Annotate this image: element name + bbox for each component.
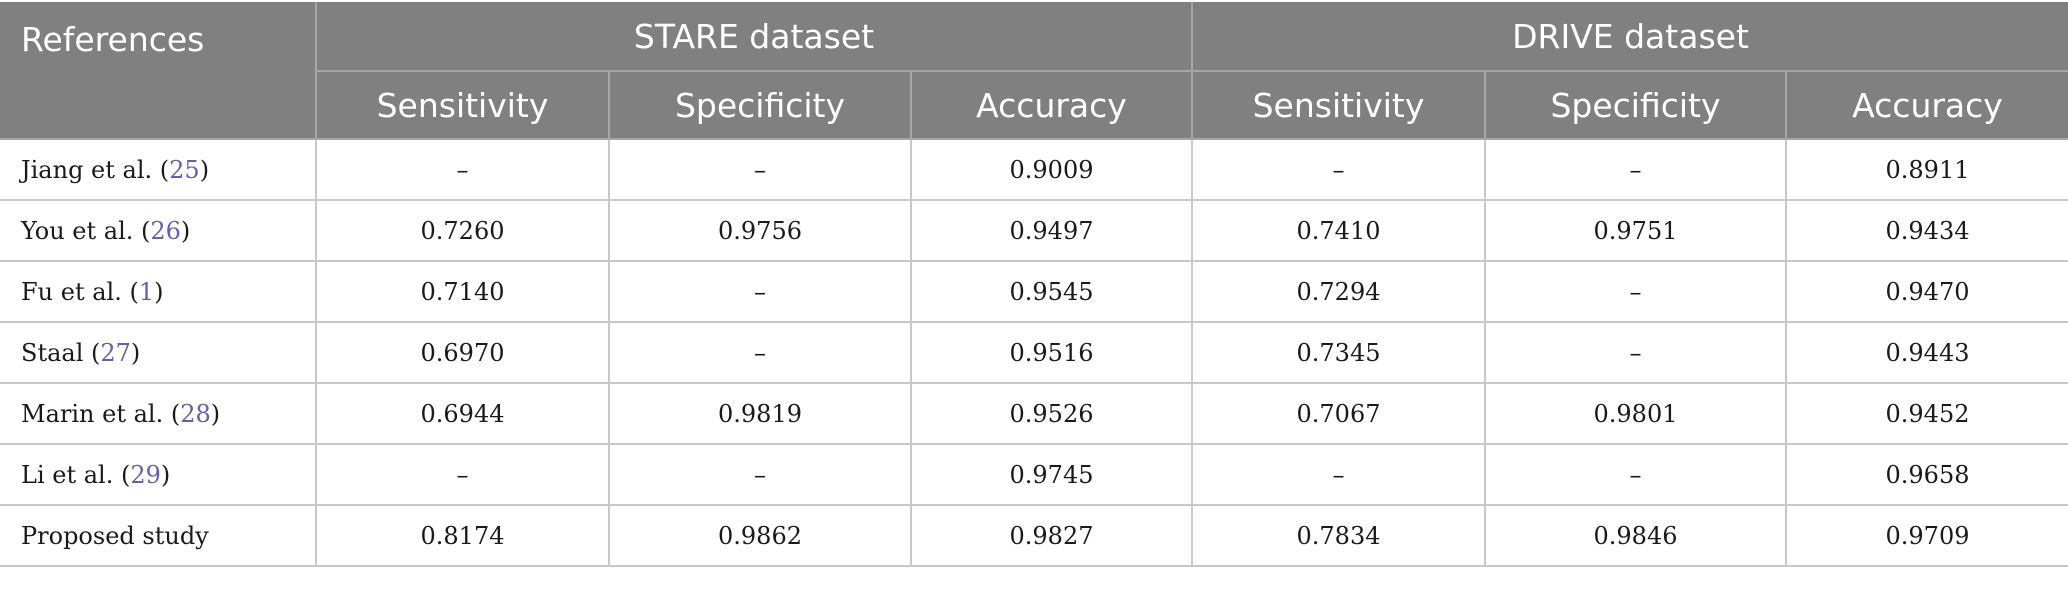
citation-close: ) bbox=[180, 216, 191, 245]
value-cell: 0.6970 bbox=[315, 321, 610, 384]
value-cell: 0.9709 bbox=[1784, 504, 2068, 567]
value-cell: 0.9751 bbox=[1484, 199, 1787, 262]
citation-link[interactable]: 27 bbox=[100, 338, 131, 367]
value-cell: – bbox=[1484, 321, 1787, 384]
header-row-metrics: Sensitivity Specificity Accuracy Sensiti… bbox=[0, 71, 2068, 140]
table-row: Li et al. (29) – –0.9745– –0.9658 bbox=[0, 443, 2068, 506]
metric-header: Specificity bbox=[1484, 71, 1787, 140]
value-cell: – bbox=[315, 443, 610, 506]
reference-name: Marin et al. ( bbox=[21, 399, 181, 428]
value-cell: 0.9756 bbox=[608, 199, 912, 262]
value-cell: – bbox=[1484, 260, 1787, 323]
value-cell: 0.7410 bbox=[1191, 199, 1486, 262]
value-cell: 0.8911 bbox=[1784, 138, 2068, 201]
value-cell: 0.7834 bbox=[1191, 504, 1486, 567]
citation-close: ) bbox=[160, 460, 171, 489]
value-cell: – bbox=[608, 443, 912, 506]
value-cell: 0.7260 bbox=[315, 199, 610, 262]
reference-cell: Proposed study bbox=[0, 504, 317, 567]
citation-close: ) bbox=[210, 399, 221, 428]
reference-cell: Fu et al. (1) bbox=[0, 260, 317, 323]
citation-link[interactable]: 28 bbox=[180, 399, 211, 428]
value-cell: 0.9545 bbox=[910, 260, 1193, 323]
citation-link[interactable]: 1 bbox=[138, 277, 155, 306]
table-row: Fu et al. (1) 0.7140–0.9545 0.7294–0.9470 bbox=[0, 260, 2068, 323]
header-row-groups: References STARE dataset DRIVE dataset bbox=[0, 2, 2068, 140]
reference-cell: Marin et al. (28) bbox=[0, 382, 317, 445]
value-cell: 0.9443 bbox=[1784, 321, 2068, 384]
table-row: Staal (27) 0.6970–0.9516 0.7345–0.9443 bbox=[0, 321, 2068, 384]
value-cell: – bbox=[1191, 443, 1486, 506]
value-cell: 0.7294 bbox=[1191, 260, 1486, 323]
results-table-container: References STARE dataset DRIVE dataset S… bbox=[0, 2, 2068, 567]
table-row: Proposed study 0.8174 0.9862 0.9827 0.7834 0.… bbox=[0, 504, 2068, 567]
table-row: You et al. (26) 0.7260 0.9756 0.9497 0.7410 0… bbox=[0, 199, 2068, 262]
citation-close: ) bbox=[130, 338, 141, 367]
reference-cell: Jiang et al. (25) bbox=[0, 138, 317, 201]
stare-dataset-header: STARE dataset bbox=[315, 2, 1193, 72]
metric-header: Sensitivity bbox=[1191, 71, 1486, 140]
reference-cell: Staal (27) bbox=[0, 321, 317, 384]
value-cell: – bbox=[608, 321, 912, 384]
references-header: References bbox=[0, 2, 317, 140]
metric-header: Accuracy bbox=[910, 71, 1193, 140]
value-cell: – bbox=[315, 138, 610, 201]
value-cell: 0.7140 bbox=[315, 260, 610, 323]
value-cell: 0.9434 bbox=[1784, 199, 2068, 262]
reference-name: Proposed study bbox=[21, 521, 209, 550]
value-cell: 0.8174 bbox=[315, 504, 610, 567]
value-cell: 0.9009 bbox=[910, 138, 1193, 201]
value-cell: 0.9452 bbox=[1784, 382, 2068, 445]
value-cell: – bbox=[1484, 138, 1787, 201]
value-cell: 0.6944 bbox=[315, 382, 610, 445]
value-cell: 0.9516 bbox=[910, 321, 1193, 384]
value-cell: 0.7067 bbox=[1191, 382, 1486, 445]
table-row: Jiang et al. (25) – –0.9009– –0.8911 bbox=[0, 138, 2068, 201]
value-cell: 0.9827 bbox=[910, 504, 1193, 567]
value-cell: 0.9470 bbox=[1784, 260, 2068, 323]
drive-dataset-header: DRIVE dataset bbox=[1190, 2, 2068, 72]
reference-name: Staal ( bbox=[21, 338, 101, 367]
citation-close: ) bbox=[154, 277, 164, 306]
value-cell: 0.7345 bbox=[1191, 321, 1486, 384]
value-cell: – bbox=[608, 260, 912, 323]
value-cell: – bbox=[1191, 138, 1486, 201]
reference-cell: Li et al. (29) bbox=[0, 443, 317, 506]
reference-name: Jiang et al. ( bbox=[21, 155, 170, 184]
citation-close: ) bbox=[199, 155, 210, 184]
table-row: Marin et al. (28) 0.6944 0.9819 0.9526 0.706… bbox=[0, 382, 2068, 445]
metric-header: Sensitivity bbox=[315, 71, 610, 140]
metric-header: Specificity bbox=[608, 71, 912, 140]
value-cell: 0.9497 bbox=[910, 199, 1193, 262]
value-cell: 0.9801 bbox=[1484, 382, 1787, 445]
table-header: References STARE dataset DRIVE dataset S… bbox=[0, 2, 2068, 140]
value-cell: 0.9862 bbox=[608, 504, 912, 567]
metric-header: Accuracy bbox=[1784, 71, 2068, 140]
value-cell: 0.9745 bbox=[910, 443, 1193, 506]
reference-name: Li et al. ( bbox=[21, 460, 131, 489]
comparison-table: References STARE dataset DRIVE dataset S… bbox=[0, 2, 2068, 567]
value-cell: 0.9658 bbox=[1784, 443, 2068, 506]
value-cell: 0.9819 bbox=[608, 382, 912, 445]
reference-cell: You et al. (26) bbox=[0, 199, 317, 262]
table-body: Jiang et al. (25) – –0.9009– –0.8911 You et … bbox=[0, 138, 2068, 567]
value-cell: – bbox=[1484, 443, 1787, 506]
citation-link[interactable]: 26 bbox=[150, 216, 181, 245]
value-cell: 0.9846 bbox=[1484, 504, 1787, 567]
value-cell: – bbox=[608, 138, 912, 201]
reference-name: You et al. ( bbox=[21, 216, 151, 245]
citation-link[interactable]: 29 bbox=[130, 460, 161, 489]
value-cell: 0.9526 bbox=[910, 382, 1193, 445]
reference-name: Fu et al. ( bbox=[21, 277, 139, 306]
citation-link[interactable]: 25 bbox=[169, 155, 200, 184]
